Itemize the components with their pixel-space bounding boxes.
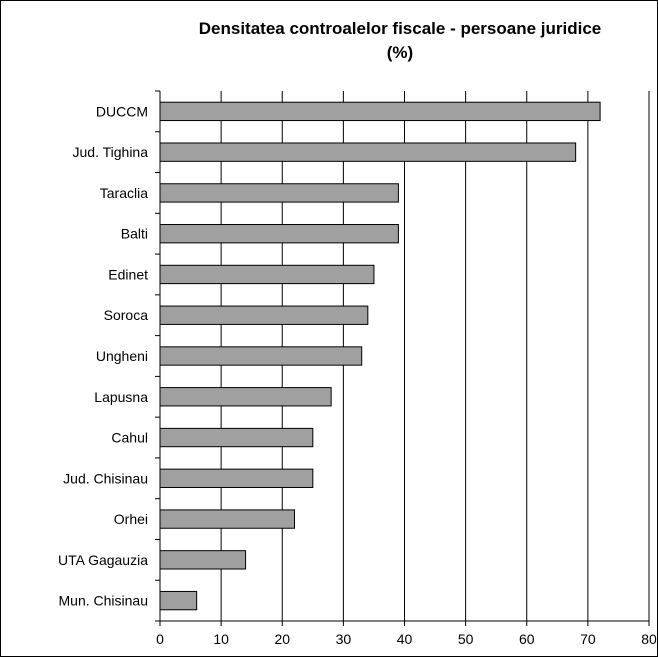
category-label-3: Balti xyxy=(121,226,148,242)
category-label-0: DUCCM xyxy=(96,103,148,119)
category-label-10: Orhei xyxy=(114,511,148,527)
x-tick-label-5: 50 xyxy=(458,631,474,647)
x-tick-label-3: 30 xyxy=(336,631,352,647)
category-label-6: Ungheni xyxy=(96,348,148,364)
bars xyxy=(159,101,601,611)
chart-title-line-2: (%) xyxy=(387,43,413,62)
category-label-4: Edinet xyxy=(108,266,148,282)
bar-3 xyxy=(159,224,399,244)
category-label-2: Taraclia xyxy=(100,185,148,201)
category-label-5: Soroca xyxy=(104,307,149,323)
category-label-8: Cahul xyxy=(111,430,148,446)
bar-8 xyxy=(159,427,314,448)
category-label-9: Jud. Chisinau xyxy=(63,470,148,486)
bar-12 xyxy=(159,590,198,611)
x-tick-label-2: 20 xyxy=(274,631,290,647)
bar-7 xyxy=(159,387,332,407)
x-tick-label-6: 60 xyxy=(519,631,535,647)
bar-0 xyxy=(159,101,601,122)
bar-6 xyxy=(159,346,363,366)
category-label-11: UTA Gagauzia xyxy=(58,552,148,568)
x-tick-label-7: 70 xyxy=(580,631,596,647)
x-tick-label-0: 0 xyxy=(156,631,164,647)
axes xyxy=(155,90,650,626)
x-tick-label-1: 10 xyxy=(213,631,229,647)
x-tick-label-8: 80 xyxy=(641,631,657,647)
bar-2 xyxy=(159,183,399,203)
category-label-12: Mun. Chisinau xyxy=(59,593,149,609)
category-labels: DUCCM Jud. Tighina Taraclia Balti Edinet Soro… xyxy=(58,103,148,608)
category-label-7: Lapusna xyxy=(94,389,148,405)
bar-4 xyxy=(159,264,375,285)
chart-title-line-1: Densitatea controalelor fiscale - persoa… xyxy=(199,19,601,38)
bar-5 xyxy=(159,305,369,325)
x-tick-label-4: 40 xyxy=(397,631,413,647)
bar-1 xyxy=(159,142,577,162)
bar-9 xyxy=(159,468,314,488)
x-tick-labels: 0 10 20 30 40 50 60 70 80 xyxy=(156,631,657,647)
category-label-1: Jud. Tighina xyxy=(73,144,149,160)
bar-10 xyxy=(159,509,295,529)
bar-11 xyxy=(159,550,247,570)
